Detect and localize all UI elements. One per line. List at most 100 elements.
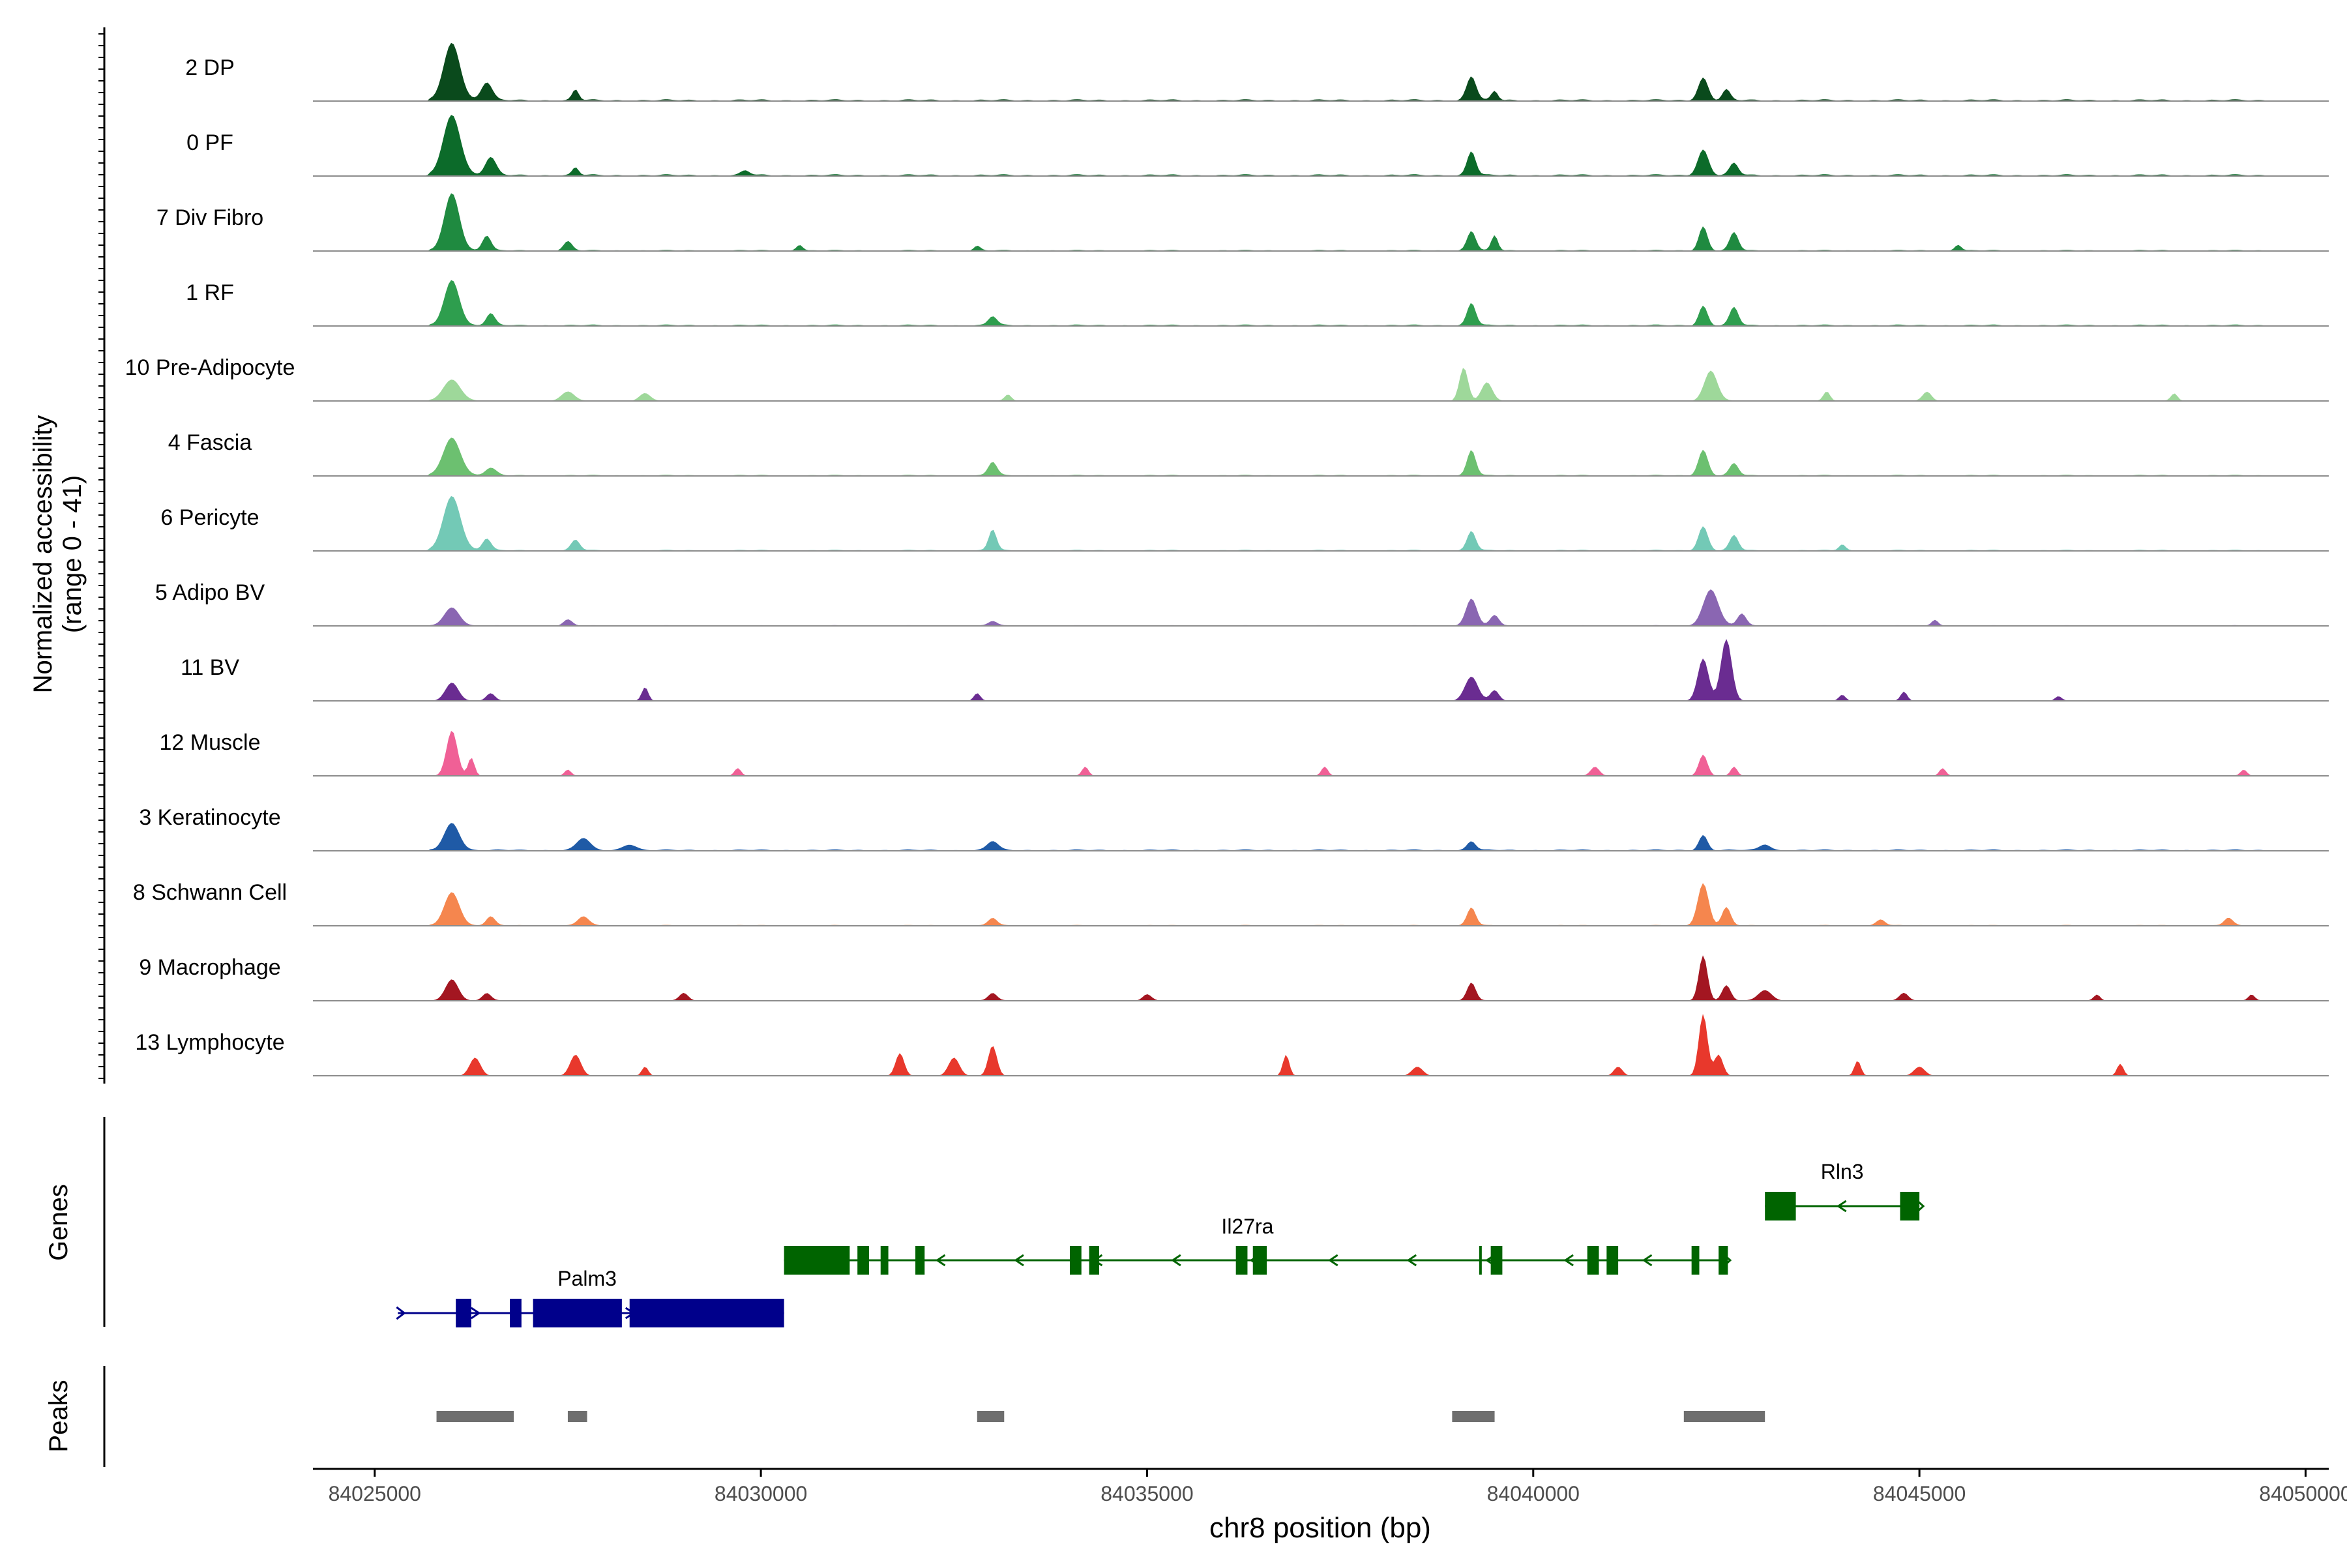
track-area-3 — [313, 280, 2329, 326]
gene-exon-1-10 — [1587, 1246, 1599, 1275]
gene-exon-1-7 — [1252, 1246, 1267, 1275]
track-label-7: 5 Adipo BV — [155, 580, 265, 605]
track-area-8 — [313, 639, 2329, 701]
x-tick-label-1: 84030000 — [715, 1482, 807, 1505]
track-area-2 — [313, 193, 2329, 251]
gene-strand-chevron — [470, 1307, 481, 1320]
track-9: 12 Muscle — [160, 730, 2329, 777]
gene-exon-1-2 — [880, 1246, 889, 1275]
gene-exon-1-6 — [1235, 1246, 1248, 1275]
track-area-4 — [313, 368, 2329, 401]
gene-exon-2-1 — [510, 1299, 522, 1327]
y-axis-label-line1: Normalized accessibility — [29, 415, 57, 694]
track-6: 6 Pericyte — [160, 496, 2329, 552]
gene-exon-1-13 — [1719, 1246, 1728, 1275]
peak-region-3 — [1452, 1411, 1495, 1422]
x-tick-label-0: 84025000 — [329, 1482, 421, 1505]
track-area-5 — [313, 437, 2329, 476]
gene-1: Il27ra — [784, 1215, 1732, 1275]
gene-label-2: Palm3 — [557, 1267, 617, 1290]
gene-exon-1-0 — [784, 1246, 850, 1275]
track-label-6: 6 Pericyte — [160, 505, 259, 530]
x-tick-label-2: 84035000 — [1100, 1482, 1193, 1505]
genes-layer: Rln3 Il27ra Palm3 — [103, 1117, 1925, 1327]
peak-region-4 — [1683, 1411, 1765, 1422]
track-area-7 — [313, 589, 2329, 626]
track-12: 9 Macrophage — [139, 955, 2329, 1001]
x-tick-label-3: 84040000 — [1487, 1482, 1580, 1505]
gene-exon-1-11 — [1606, 1246, 1619, 1275]
tracks-layer: 2 DP 0 PF 7 Div Fibro 1 RF 10 Pre-Adipocyte 4… — [125, 42, 2329, 1076]
track-8: 11 BV — [181, 639, 2329, 702]
track-area-9 — [313, 731, 2329, 776]
x-tick-label-4: 84045000 — [1873, 1482, 1966, 1505]
peak-region-0 — [436, 1411, 514, 1422]
gene-exon-2-3 — [629, 1299, 784, 1327]
track-5: 4 Fascia — [168, 430, 2329, 477]
track-label-10: 3 Keratinocyte — [139, 805, 280, 830]
gene-start-chevron — [396, 1306, 406, 1320]
track-11: 8 Schwann Cell — [133, 880, 2329, 926]
track-label-4: 10 Pre-Adipocyte — [125, 355, 295, 380]
gene-strand-chevron — [1836, 1200, 1847, 1213]
gene-exon-0-0 — [1765, 1192, 1796, 1220]
track-13: 13 Lymphocyte — [135, 1014, 2329, 1076]
track-area-12 — [313, 955, 2329, 1001]
track-area-1 — [313, 115, 2329, 176]
gene-exon-1-4 — [1069, 1246, 1082, 1275]
gene-strand-chevron — [1642, 1254, 1653, 1267]
gene-strand-chevron — [935, 1254, 946, 1267]
gene-exon-1-8 — [1479, 1246, 1482, 1275]
track-label-0: 2 DP — [185, 55, 235, 80]
gene-0: Rln3 — [1765, 1160, 1925, 1220]
peak-region-2 — [977, 1411, 1005, 1422]
gene-label-1: Il27ra — [1221, 1215, 1273, 1238]
track-4: 10 Pre-Adipocyte — [125, 355, 2329, 402]
gene-strand-chevron — [1328, 1254, 1338, 1267]
gene-exon-1-3 — [915, 1246, 925, 1275]
track-label-11: 8 Schwann Cell — [133, 880, 287, 905]
track-label-9: 12 Muscle — [160, 730, 261, 755]
gene-exon-1-1 — [857, 1246, 869, 1275]
track-label-1: 0 PF — [186, 130, 233, 155]
track-label-2: 7 Div Fibro — [156, 205, 263, 230]
track-area-11 — [313, 883, 2329, 926]
genes-panel-label: Genes — [44, 1184, 73, 1261]
gene-exon-1-5 — [1089, 1246, 1099, 1275]
track-10: 3 Keratinocyte — [139, 805, 2329, 851]
gene-exon-2-0 — [456, 1299, 471, 1327]
track-label-5: 4 Fascia — [168, 430, 252, 455]
peaks-panel-label: Peaks — [44, 1380, 73, 1452]
gene-exon-0-1 — [1900, 1192, 1920, 1220]
gene-exon-1-9 — [1490, 1246, 1503, 1275]
gene-2: Palm3 — [396, 1267, 784, 1327]
gene-strand-chevron — [1563, 1254, 1574, 1267]
track-0: 2 DP — [185, 42, 2329, 102]
track-label-8: 11 BV — [181, 655, 239, 680]
peaks-layer — [103, 1366, 1765, 1467]
track-label-12: 9 Macrophage — [139, 955, 280, 980]
track-area-13 — [313, 1014, 2329, 1076]
x-tick-label-5: 84050000 — [2259, 1482, 2347, 1505]
axes-layer: 84025000 84030000 84035000 84040000 84045000… — [98, 27, 2347, 1505]
track-2: 7 Div Fibro — [156, 193, 2329, 252]
track-area-6 — [313, 496, 2329, 551]
y-axis-label-line2: (range 0 - 41) — [58, 475, 87, 633]
gene-exon-1-12 — [1691, 1246, 1700, 1275]
track-label-13: 13 Lymphocyte — [135, 1030, 284, 1055]
peak-region-1 — [567, 1411, 587, 1422]
gene-strand-chevron — [1171, 1254, 1181, 1267]
track-3: 1 RF — [186, 280, 2329, 327]
x-axis-label: chr8 position (bp) — [1209, 1512, 1431, 1544]
track-area-10 — [313, 823, 2329, 851]
track-area-0 — [313, 42, 2329, 101]
gene-exon-2-2 — [533, 1299, 622, 1327]
track-1: 0 PF — [186, 115, 2329, 177]
gene-strand-chevron — [1014, 1254, 1024, 1267]
gene-strand-chevron — [1406, 1254, 1417, 1267]
track-label-3: 1 RF — [186, 280, 234, 305]
gene-label-0: Rln3 — [1821, 1160, 1864, 1183]
track-7: 5 Adipo BV — [155, 580, 2329, 627]
